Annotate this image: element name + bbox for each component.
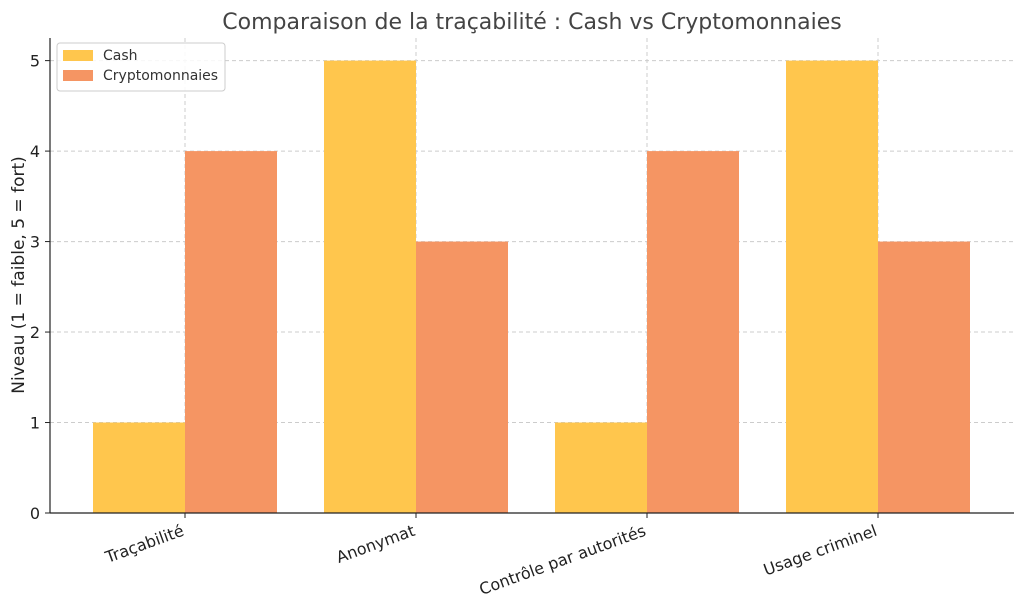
bar-cryptomonnaies-1 — [185, 151, 277, 513]
legend-box — [56, 42, 226, 92]
legend-swatch-cryptomonnaies — [63, 70, 93, 81]
x-tick-label: Anonymat — [334, 521, 418, 567]
y-tick-label: 3 — [30, 233, 40, 252]
bar-cryptomonnaies-4 — [878, 241, 970, 514]
bar-cash-4 — [786, 60, 878, 513]
legend-label-cash: Cash — [103, 48, 138, 64]
legend-label-cryptomonnaies: Cryptomonnaies — [103, 68, 218, 84]
x-tick-label: Traçabilité — [102, 521, 187, 567]
legend-swatch-cash — [63, 50, 93, 61]
y-tick-label: 4 — [30, 142, 40, 161]
x-tick-label: Usage criminel — [761, 521, 880, 580]
x-tick-label: Contrôle par autorités — [477, 521, 649, 599]
bar-cash-3 — [555, 422, 647, 513]
y-tick-label: 2 — [30, 323, 40, 342]
bar-cryptomonnaies-2 — [416, 241, 508, 514]
legend: Cash Cryptomonnaies — [56, 42, 226, 92]
y-tick-label: 5 — [30, 52, 40, 71]
bar-cash-1 — [93, 422, 185, 513]
y-tick-label: 0 — [30, 504, 40, 523]
chart-title: Comparaison de la traçabilité : Cash vs … — [222, 10, 841, 35]
bars — [93, 60, 970, 514]
axes — [45, 38, 1014, 518]
y-axis-label: Niveau (1 = faible, 5 = fort) — [9, 156, 29, 394]
bar-cryptomonnaies-3 — [647, 151, 739, 513]
bar-cash-2 — [324, 60, 416, 513]
y-tick-label: 1 — [30, 414, 40, 433]
